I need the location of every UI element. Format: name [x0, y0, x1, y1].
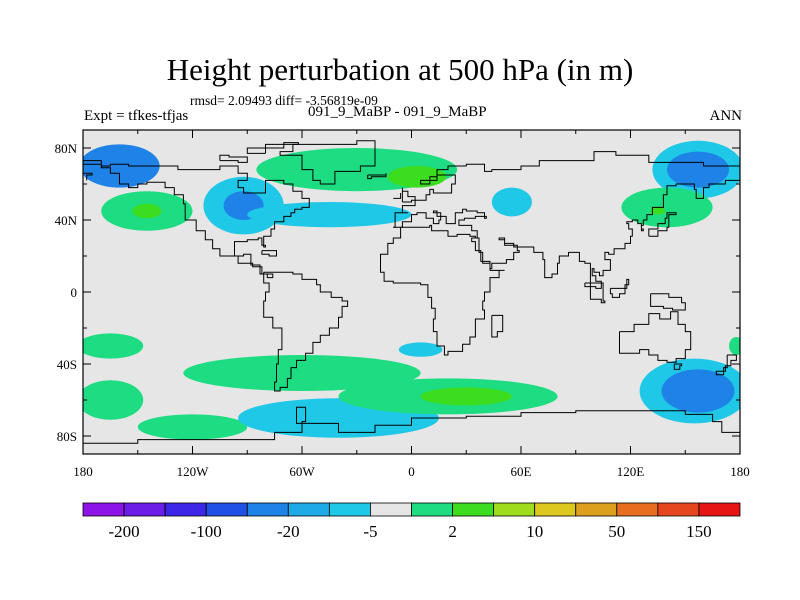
anomaly-region-20 [398, 342, 443, 357]
anomaly-region-5 [247, 202, 412, 228]
x-tick-label-5: 120E [617, 464, 645, 479]
coastline-13 [609, 278, 630, 298]
coastline-9 [673, 363, 683, 370]
y-tick-label-3: 40S [57, 357, 77, 372]
colorbar-swatch-0 [82, 502, 125, 517]
stats-text: rmsd= 2.09493 diff= -3.56819e-09 [190, 93, 378, 108]
x-tick-label-0: 180 [73, 464, 93, 479]
coastline-8 [619, 311, 692, 363]
coastline-11 [83, 406, 740, 444]
coastline-15 [648, 212, 677, 237]
x-tick-label-2: 60W [289, 464, 315, 479]
coastline-layer [83, 140, 740, 444]
colorbar-label-7: 150 [686, 522, 712, 541]
anomaly-region-12 [650, 207, 666, 215]
axis-ticks: 180 120W 60W 0 60E 120E 180 80N 40N 0 40S 80S [55, 130, 750, 479]
coastline-4 [83, 172, 93, 181]
coastline-12 [584, 282, 606, 304]
colorbar-swatch-8 [411, 502, 453, 517]
anomaly-region-2 [132, 203, 162, 219]
y-tick-label-0: 80N [55, 141, 78, 156]
colorbar-swatch-11 [534, 502, 577, 517]
colorbar-swatch-12 [575, 502, 618, 517]
coastline-14 [650, 293, 686, 311]
colorbar-swatch-3 [205, 502, 248, 517]
anomaly-region-7 [387, 166, 447, 188]
y-tick-label-2: 0 [71, 285, 78, 300]
anomaly-region-14 [83, 380, 144, 420]
colorbar-label-1: -100 [191, 522, 222, 541]
coastline-19 [246, 142, 299, 154]
coastline-20 [219, 154, 248, 163]
colorbar-label-4: 2 [448, 522, 457, 541]
x-tick-label-3: 0 [408, 464, 415, 479]
season-label: ANN [709, 108, 743, 124]
coastline-21 [261, 250, 277, 257]
case-label: 091_9_MaBP - 091_9_MaBP [308, 104, 487, 120]
anomaly-region-16 [183, 355, 421, 391]
anomaly-region-8 [491, 187, 532, 217]
colorbar-swatch-14 [657, 502, 700, 517]
colorbar-swatch-1 [123, 502, 166, 517]
coastline-10 [715, 354, 737, 376]
coastline-6 [380, 224, 505, 356]
anomaly-layer [83, 140, 740, 440]
anomaly-region-0 [83, 144, 160, 188]
colorbar-label-5: 10 [526, 522, 543, 541]
colorbar-swatch-10 [493, 502, 536, 517]
coastline-5 [393, 179, 740, 289]
anomaly-region-19 [420, 387, 512, 406]
coastline-1 [279, 140, 376, 185]
coastline-2 [263, 271, 349, 392]
coastline-3 [393, 151, 740, 228]
colorbar: -200 -100 -20 -5 2 10 50 150 [82, 502, 741, 541]
anomaly-region-11 [621, 187, 713, 228]
anomaly-region-22 [661, 369, 735, 413]
colorbar-label-0: -200 [109, 522, 140, 541]
x-tick-label-1: 120W [177, 464, 210, 479]
experiment-label: Expt = tfkes-tfjas [84, 108, 189, 124]
colorbar-swatch-7 [370, 502, 412, 517]
colorbar-swatch-15 [698, 502, 741, 517]
coastline-17 [393, 193, 402, 199]
map-title: Height perturbation at 500 hPa (in m) [166, 52, 634, 87]
colorbar-swatch-4 [246, 502, 289, 517]
colorbar-swatch-13 [616, 502, 659, 517]
y-tick-label-4: 80S [57, 429, 77, 444]
x-tick-label-4: 60E [511, 464, 532, 479]
colorbar-label-6: 50 [608, 522, 625, 541]
coastline-0 [83, 160, 310, 279]
anomaly-region-15 [137, 414, 248, 440]
anomaly-region-13 [83, 333, 144, 359]
colorbar-swatch-2 [164, 502, 207, 517]
x-tick-label-6: 180 [730, 464, 750, 479]
y-tick-label-1: 40N [55, 213, 78, 228]
anomaly-region-23 [729, 337, 740, 355]
colorbar-swatch-6 [328, 502, 371, 517]
colorbar-swatch-9 [452, 502, 495, 517]
coastline-18 [367, 173, 387, 180]
colorbar-label-2: -20 [277, 522, 300, 541]
colorbar-label-3: -5 [363, 522, 377, 541]
coastline-7 [491, 314, 504, 338]
coastline-16 [401, 187, 416, 203]
anomaly-region-10 [667, 151, 730, 188]
colorbar-swatch-5 [287, 502, 330, 517]
